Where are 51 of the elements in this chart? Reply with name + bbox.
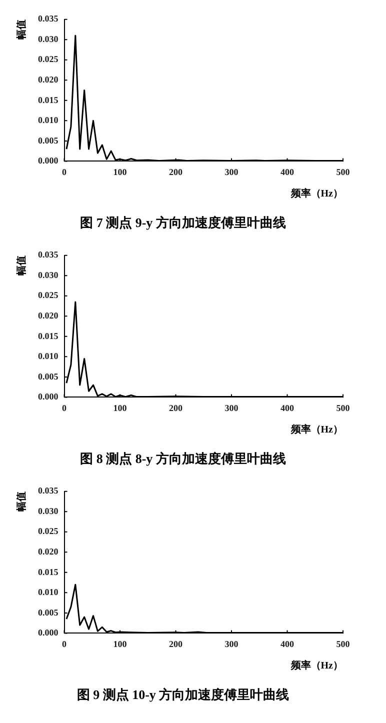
y-axis-title: 幅值 xyxy=(16,19,28,40)
x-tick-label: 300 xyxy=(224,638,239,649)
x-axis-title: 频率（Hz） xyxy=(290,424,343,436)
y-tick-label: 0.035 xyxy=(38,250,59,260)
y-tick-label: 0.025 xyxy=(38,290,59,300)
y-tick-label: 0.010 xyxy=(38,587,59,598)
y-tick-label: 0.035 xyxy=(38,486,59,496)
x-tick-label: 100 xyxy=(113,402,128,413)
y-tick-label: 0.000 xyxy=(38,628,59,638)
y-tick-label: 0.035 xyxy=(38,14,59,24)
x-tick-label: 200 xyxy=(169,638,183,649)
y-tick-label: 0.020 xyxy=(38,310,59,320)
text: 图 9 测点 10-y 方向加速度傅里叶曲线 xyxy=(76,686,290,704)
y-tick-label: 0.010 xyxy=(38,115,59,126)
x-tick-label: 0 xyxy=(62,638,67,649)
x-tick-label: 400 xyxy=(280,402,294,413)
x-tick-label: 200 xyxy=(169,166,183,177)
x-tick-label: 400 xyxy=(280,638,294,649)
y-tick-label: 0.005 xyxy=(38,607,59,618)
y-tick-label: 0.030 xyxy=(38,34,59,44)
y-tick-label: 0.005 xyxy=(38,135,59,146)
y-tick-label: 0.015 xyxy=(38,94,59,105)
y-tick-label: 0.020 xyxy=(38,74,59,84)
y-tick-label: 0.020 xyxy=(38,546,59,556)
x-tick-label: 0 xyxy=(62,402,67,413)
y-tick-label: 0.005 xyxy=(38,371,59,382)
x-tick-label: 500 xyxy=(336,402,350,413)
x-tick-label: 100 xyxy=(113,638,128,649)
x-tick-label: 500 xyxy=(336,638,350,649)
x-tick-label: 0 xyxy=(62,166,67,177)
x-tick-label: 500 xyxy=(336,166,350,177)
x-tick-label: 100 xyxy=(113,166,128,177)
y-tick-label: 0.000 xyxy=(38,156,59,166)
text: 图 8 测点 8-y 方向加速度傅里叶曲线 xyxy=(79,450,287,468)
text: 图 7 测点 9-y 方向加速度傅里叶曲线 xyxy=(79,214,287,232)
x-tick-label: 200 xyxy=(169,402,183,413)
y-tick-label: 0.025 xyxy=(38,526,59,536)
x-axis-title: 频率（Hz） xyxy=(290,188,343,200)
y-axis-title: 幅值 xyxy=(16,255,28,276)
x-tick-label: 300 xyxy=(224,166,239,177)
y-tick-label: 0.015 xyxy=(38,330,59,341)
y-tick-label: 0.010 xyxy=(38,351,59,362)
y-axis-title: 幅值 xyxy=(16,491,28,512)
x-axis-title: 频率（Hz） xyxy=(290,660,343,672)
x-tick-label: 400 xyxy=(280,166,294,177)
y-tick-label: 0.025 xyxy=(38,54,59,64)
y-tick-label: 0.030 xyxy=(38,270,59,280)
x-tick-label: 300 xyxy=(224,402,239,413)
y-tick-label: 0.015 xyxy=(38,566,59,577)
y-tick-label: 0.000 xyxy=(38,392,59,402)
y-tick-label: 0.030 xyxy=(38,506,59,516)
